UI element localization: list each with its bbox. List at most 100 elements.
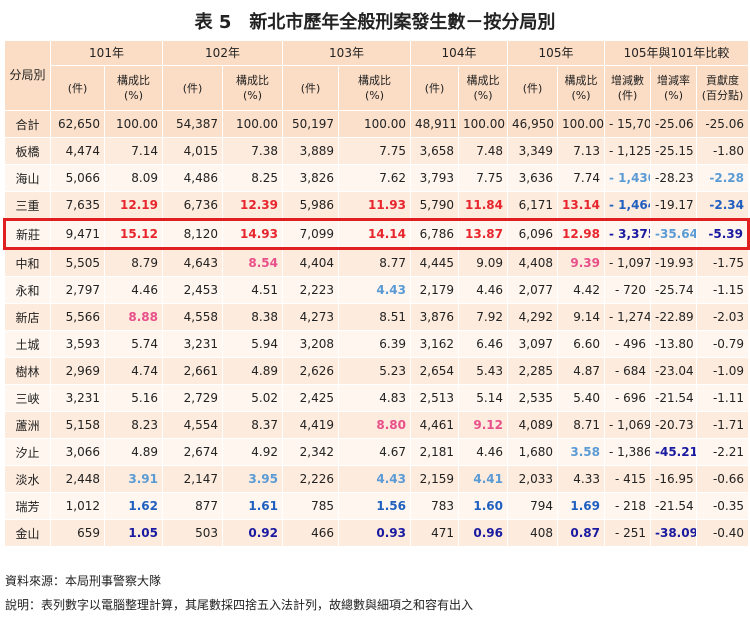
cell-value: 7.14 <box>104 137 163 165</box>
cell-value: 3,066 <box>50 438 105 466</box>
comparison-header: 105年與101年比較 <box>603 40 750 66</box>
cell-value: 3,793 <box>410 164 459 192</box>
cell-value: 471 <box>410 519 459 547</box>
cell-value: 14.93 <box>222 218 283 250</box>
sub-header-line: 構成比 <box>358 74 391 87</box>
cell-value: 0.87 <box>557 519 605 547</box>
cell-value: 3,593 <box>50 330 105 358</box>
district-name: 汐止 <box>4 438 51 466</box>
cell-value: 3,162 <box>410 330 459 358</box>
cell-value: 408 <box>507 519 558 547</box>
cell-value: 2,077 <box>507 276 558 304</box>
cell-value: -0.35 <box>695 492 750 520</box>
sub-header-line: 構成比 <box>236 74 269 87</box>
cell-value: -23.04 <box>650 357 697 385</box>
cell-value: 4.46 <box>458 438 508 466</box>
cell-value: 2,223 <box>282 276 339 304</box>
cell-value: 1,680 <box>507 438 558 466</box>
cell-value: -1.11 <box>695 384 750 412</box>
cell-value: 7.13 <box>557 137 605 165</box>
cell-value: 100.00 <box>104 110 163 138</box>
district-name: 淡水 <box>4 465 51 493</box>
cell-value: 4,486 <box>162 164 223 192</box>
sub-header-line: (件) <box>424 81 445 95</box>
cell-value: 503 <box>162 519 223 547</box>
cell-value: 100.00 <box>557 110 605 138</box>
cell-value: -20.73 <box>650 411 697 439</box>
data-row: 新莊 9,471 15.12 8,120 14.93 7,099 14.14 6,786 13.… <box>3 218 750 250</box>
cell-value: 9.12 <box>458 411 508 439</box>
year-header: 101年 <box>50 40 163 66</box>
cell-value: 8.25 <box>222 164 283 192</box>
data-row: 金山 659 1.05 503 0.92 466 0.93 471 0.96 408 0.87- 2… <box>4 519 750 547</box>
cell-value: 2,448 <box>50 465 105 493</box>
cell-value: - 218 <box>604 492 651 520</box>
cell-value: -19.17 <box>650 191 697 220</box>
cell-value: 4.89 <box>104 438 163 466</box>
cell-value: 1.69 <box>557 492 605 520</box>
cell-value: - 251 <box>604 519 651 547</box>
cell-value: -19.93 <box>650 248 697 277</box>
cell-value: 4,292 <box>507 303 558 331</box>
cell-value: 4,408 <box>507 248 558 277</box>
sub-header-line: (件) <box>300 81 321 95</box>
cell-value: 7.38 <box>222 137 283 165</box>
cell-value: -16.95 <box>650 465 697 493</box>
data-row: 樹林 2,969 4.74 2,661 4.89 2,626 5.23 2,654 5.43 2,… <box>4 357 750 385</box>
district-name: 永和 <box>4 276 51 304</box>
cell-value: 14.14 <box>338 218 411 250</box>
district-name: 中和 <box>4 248 51 277</box>
year-header: 105年 <box>507 40 605 66</box>
cell-value: -0.79 <box>695 330 750 358</box>
cell-value: - 696 <box>604 384 651 412</box>
cell-value: -5.39 <box>695 218 750 250</box>
cell-value: 7.74 <box>557 164 605 192</box>
cell-value: - 496 <box>604 330 651 358</box>
data-row: 永和 2,797 4.46 2,453 4.51 2,223 4.43 2,179 4.46 2,… <box>4 276 750 304</box>
cell-value: 8.88 <box>104 303 163 331</box>
cell-value: 1.61 <box>222 492 283 520</box>
sub-header-line: (%) <box>364 89 385 102</box>
cell-value: - 1,097 <box>604 248 651 277</box>
cell-value: 4.43 <box>338 465 411 493</box>
cell-value: 15.12 <box>104 218 163 250</box>
cell-value: - 1,386 <box>604 438 651 466</box>
year-header: 103年 <box>282 40 411 66</box>
district-name: 板橋 <box>4 137 51 165</box>
cell-value: 9.39 <box>557 248 605 277</box>
cell-value: 9,471 <box>50 218 105 250</box>
sub-header: 構成比 (%) <box>104 65 163 111</box>
cell-value: 7.62 <box>338 164 411 192</box>
district-name: 三重 <box>4 191 51 220</box>
cell-value: 3,231 <box>50 384 105 412</box>
cell-value: -1.80 <box>695 137 750 165</box>
district-name: 新店 <box>4 303 51 331</box>
sub-header-line: 構成比 <box>466 74 500 87</box>
cell-value: 8,120 <box>162 218 223 250</box>
cell-value: 3.58 <box>557 438 605 466</box>
sub-header-line: 增減數 <box>611 74 644 87</box>
cell-value: 2,147 <box>162 465 223 493</box>
cell-value: 100.00 <box>222 110 283 138</box>
cell-value: - 1,274 <box>604 303 651 331</box>
cell-value: 2,513 <box>410 384 459 412</box>
cell-value: -38.09 <box>650 519 697 547</box>
year-header: 102年 <box>162 40 283 66</box>
sub-header: 構成比 (%) <box>338 65 411 111</box>
data-row: 三峽 3,231 5.16 2,729 5.02 2,425 4.83 2,513 5.14 2,… <box>4 384 750 412</box>
cell-value: -0.40 <box>695 519 750 547</box>
sub-header: 增減數 (件) <box>604 65 651 111</box>
cell-value: -22.89 <box>650 303 697 331</box>
cell-value: 4,643 <box>162 248 223 277</box>
cell-value: 12.19 <box>104 191 163 220</box>
cell-value: 4.42 <box>557 276 605 304</box>
cell-value: 4,404 <box>282 248 339 277</box>
cell-value: 9.14 <box>557 303 605 331</box>
cell-value: 6.46 <box>458 330 508 358</box>
cell-value: - 15,700 <box>604 110 651 138</box>
cell-value: 3,349 <box>507 137 558 165</box>
cell-value: -25.15 <box>650 137 697 165</box>
cell-value: 4.74 <box>104 357 163 385</box>
sub-header-line: (件) <box>522 81 543 95</box>
